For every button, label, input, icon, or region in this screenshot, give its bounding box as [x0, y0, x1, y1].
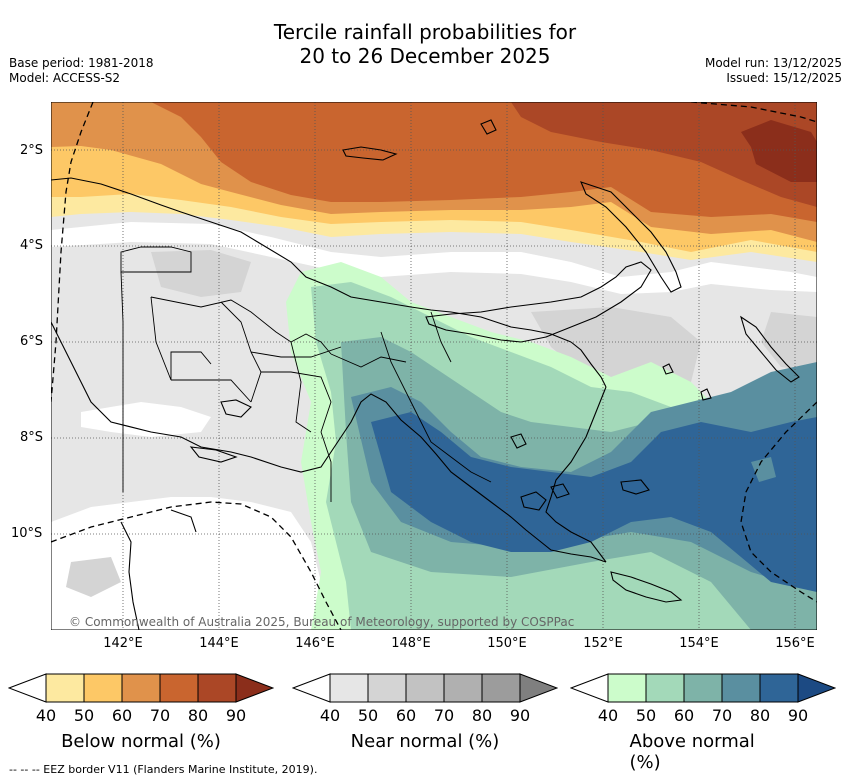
meta-left: Base period: 1981-2018 Model: ACCESS-S2: [9, 56, 154, 86]
coastlines: [51, 119, 800, 630]
tick-label: 50: [73, 706, 95, 725]
lon-label-152e: 152°E: [583, 636, 623, 651]
base-period: Base period: 1981-2018: [9, 56, 154, 70]
lon-label-150e: 150°E: [487, 636, 527, 651]
colorbar-min-arrow: [8, 673, 47, 703]
near-normal-50-patch-west: [151, 250, 251, 297]
copyright-notice: © Commonwealth of Australia 2025, Bureau…: [69, 615, 574, 629]
colorbar-segment: [45, 673, 85, 703]
white-area-south-west: [51, 497, 341, 630]
probability-map: © Commonwealth of Australia 2025, Bureau…: [51, 102, 817, 630]
map-title: Tercile rainfall probabilities for 20 to…: [0, 20, 850, 68]
lon-label-146e: 146°E: [295, 636, 335, 651]
colorbar-max-arrow: [235, 673, 274, 703]
colorbar-segment: [683, 673, 723, 703]
colorbar-segment: [197, 673, 237, 703]
colorbar-near-normal: [292, 673, 558, 703]
colorbar-segment: [481, 673, 521, 703]
lon-label-142e: 142°E: [103, 636, 143, 651]
colorbar-above-normal: [570, 673, 836, 703]
colorbar-segment: [405, 673, 445, 703]
colorbar-segment: [159, 673, 199, 703]
eez-footnote: -- -- -- EEZ border V11 (Flanders Marine…: [9, 763, 318, 776]
provincial-borders: [120, 246, 492, 502]
tick-label: 40: [35, 706, 57, 725]
tick-label: 70: [433, 706, 455, 725]
lat-label-2s: 2°S: [20, 143, 44, 158]
colorbar-label-below: Below normal (%): [61, 731, 221, 752]
issued-date: Issued: 15/12/2025: [726, 71, 842, 85]
lon-label-148e: 148°E: [391, 636, 431, 651]
colorbar-min-arrow: [292, 673, 331, 703]
tick-label: 60: [395, 706, 417, 725]
title-line-2: 20 to 26 December 2025: [299, 44, 551, 68]
model-name: Model: ACCESS-S2: [9, 71, 121, 85]
lat-label-10s: 10°S: [11, 526, 43, 541]
tick-label: 80: [749, 706, 771, 725]
tick-label: 80: [471, 706, 493, 725]
lon-label-156e: 156°E: [775, 636, 815, 651]
title-line-1: Tercile rainfall probabilities for: [273, 20, 577, 44]
tick-label: 50: [635, 706, 657, 725]
colorbar-segment: [83, 673, 123, 703]
colorbar-max-arrow: [519, 673, 558, 703]
above-normal-80-band: [371, 412, 817, 592]
tick-label: 60: [111, 706, 133, 725]
tick-label: 90: [225, 706, 247, 725]
tick-label: 50: [357, 706, 379, 725]
lon-label-144e: 144°E: [199, 636, 239, 651]
colorbar-label-above: Above normal (%): [629, 731, 755, 773]
tick-label: 60: [673, 706, 695, 725]
map-gridlines: [51, 102, 817, 630]
colorbar-label-near: Near normal (%): [350, 731, 500, 752]
above-normal-pale-spot: [751, 457, 776, 482]
colorbar-segment: [759, 673, 799, 703]
tick-label: 90: [509, 706, 531, 725]
lat-label-6s: 6°S: [20, 334, 44, 349]
tick-label: 80: [187, 706, 209, 725]
below-normal-90-band: [511, 102, 817, 207]
tick-label: 70: [711, 706, 733, 725]
colorbar-segment: [121, 673, 161, 703]
colorbar-segment: [329, 673, 369, 703]
meta-right: Model run: 13/12/2025 Issued: 15/12/2025: [705, 56, 842, 86]
tick-label: 90: [787, 706, 809, 725]
tick-label: 40: [597, 706, 619, 725]
white-area-west-strip: [81, 402, 211, 437]
colorbar-segment: [443, 673, 483, 703]
lat-label-4s: 4°S: [20, 238, 44, 253]
below-normal-max-band: [741, 120, 817, 182]
tick-label: 70: [149, 706, 171, 725]
colorbar-below-normal: [8, 673, 274, 703]
colorbar-segment: [607, 673, 647, 703]
colorbar-min-arrow: [570, 673, 609, 703]
colorbar-max-arrow: [797, 673, 836, 703]
colorbar-segment: [367, 673, 407, 703]
lon-label-154e: 154°E: [679, 636, 719, 651]
white-area-north-strip: [51, 222, 817, 294]
eez-border: [51, 102, 817, 630]
tick-label: 40: [319, 706, 341, 725]
colorbar-segment: [721, 673, 761, 703]
model-run: Model run: 13/12/2025: [704, 56, 842, 70]
lat-label-8s: 8°S: [20, 430, 44, 445]
near-normal-50-patch-south: [66, 557, 121, 597]
colorbar-segment: [645, 673, 685, 703]
